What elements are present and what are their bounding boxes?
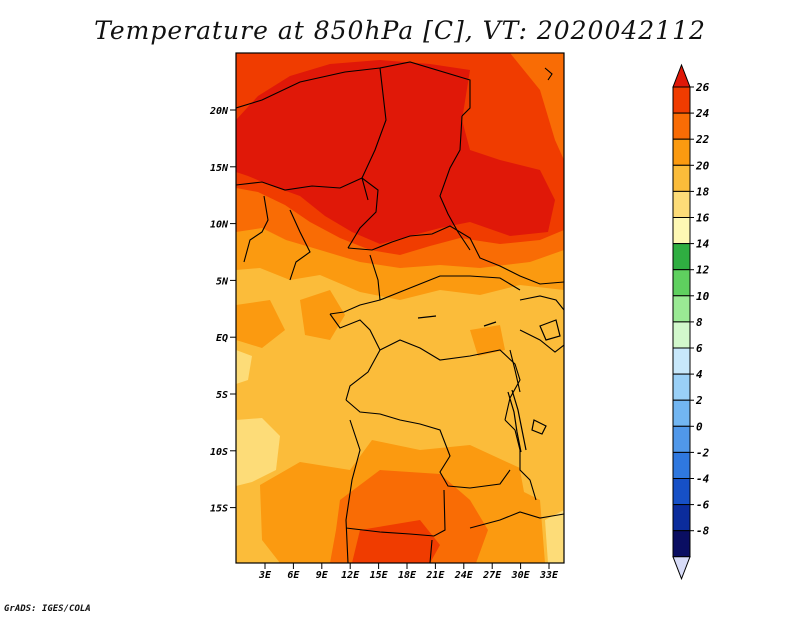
colorbar-label: 4: [696, 368, 703, 381]
lat-tick-label: 10S: [210, 447, 228, 458]
lon-tick-label: 24E: [454, 570, 474, 581]
colorbar-label: 6: [696, 342, 703, 355]
colorbar-label: 12: [696, 264, 710, 277]
colorbar-segment: [672, 295, 691, 323]
lat-tick-label: 10N: [210, 220, 229, 231]
colorbar-under-triangle: [672, 556, 691, 581]
colorbar-segment: [672, 478, 691, 506]
colorbar-segment: [672, 112, 691, 140]
colorbar-label: 14: [696, 238, 710, 251]
latitude-axis: 20N 15N 10N 5N EQ 5S 10S 15S: [209, 106, 236, 515]
colorbar-segment: [672, 373, 691, 401]
country-borders: [236, 61, 564, 563]
colorbar-label: 16: [696, 212, 710, 225]
colorbar-segment: [672, 451, 691, 479]
lat-tick-label: 15N: [210, 163, 229, 174]
colorbar-label: 8: [696, 316, 703, 329]
lat-tick-label: 20N: [209, 106, 229, 117]
colorbar-segment: [672, 86, 691, 114]
colorbar-over-triangle: [672, 63, 691, 88]
colorbar-label: 22: [695, 133, 710, 146]
lon-tick-label: 30E: [511, 570, 531, 581]
colorbar-label: 26: [695, 81, 710, 94]
lon-tick-label: 3E: [258, 570, 272, 581]
lon-tick-label: 33E: [539, 570, 559, 581]
colorbar-segment: [672, 530, 691, 558]
lat-tick-label: 5S: [216, 390, 228, 401]
colorbar-label: 0: [696, 420, 703, 433]
colorbar-segment: [672, 217, 691, 245]
lon-tick-label: 12E: [341, 570, 360, 581]
temperature-field: [236, 53, 564, 563]
chart-title: Temperature at 850hPa [C], VT: 202004211…: [94, 16, 706, 45]
credit-text: GrADS: IGES/COLA: [4, 604, 91, 614]
colorbar-segment: [672, 504, 691, 532]
colorbar-segment: [672, 243, 691, 271]
lat-tick-label: 5N: [216, 276, 229, 287]
colorbar-label: -2: [696, 446, 710, 459]
colorbar-segment: [672, 269, 691, 297]
colorbar-label: 20: [695, 159, 710, 172]
colorbar-segment: [672, 190, 691, 218]
lon-tick-label: 18E: [398, 570, 417, 581]
colorbar-label: 10: [696, 290, 710, 303]
lakes: [417, 315, 561, 453]
colorbar-segment: [672, 164, 691, 192]
colorbar-label: -6: [696, 499, 710, 512]
lon-tick-label: 27E: [482, 570, 502, 581]
colorbar-segment: [672, 138, 691, 166]
colorbar: [672, 63, 691, 581]
lat-tick-label: EQ: [216, 333, 228, 344]
colorbar-segment: [672, 425, 691, 453]
colorbar-label: -8: [696, 525, 710, 538]
colorbar-label: 18: [696, 185, 710, 198]
colorbar-segment: [672, 399, 691, 427]
longitude-axis: 3E 6E 9E 12E 15E 18E 21E 24E 27E 30E 33E: [258, 563, 559, 581]
colorbar-label: 24: [695, 107, 710, 120]
lat-tick-label: 15S: [210, 504, 228, 515]
map-frame: [235, 52, 565, 564]
colorbar-segment: [672, 347, 691, 375]
colorbar-label: 2: [695, 394, 703, 407]
lon-tick-label: 15E: [370, 570, 389, 581]
colorbar-label: -4: [696, 473, 710, 486]
colorbar-segment: [672, 321, 691, 349]
lon-tick-label: 21E: [425, 570, 445, 581]
lon-tick-label: 9E: [316, 570, 329, 581]
lon-tick-label: 6E: [287, 570, 300, 581]
